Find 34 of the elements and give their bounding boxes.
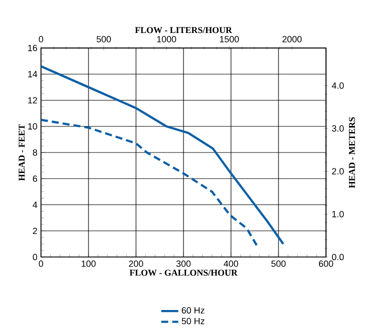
y2-tick-label: 1.0 bbox=[332, 210, 344, 218]
x-tick-label: 400 bbox=[224, 260, 238, 267]
x-tick-label: 500 bbox=[271, 260, 286, 267]
y2-tick-label: 0.0 bbox=[332, 254, 344, 260]
line-series bbox=[41, 65, 284, 246]
y-axis-title: HEAD - FEET bbox=[18, 124, 25, 181]
x2-tick-label: 0 bbox=[38, 36, 44, 42]
y-tick-label: 2 bbox=[32, 228, 38, 234]
x-axis-title: FLOW - GALLONS/HOUR bbox=[130, 270, 238, 276]
y2-axis-title: HEAD - METERS bbox=[348, 117, 355, 188]
y-tick-label: 8 bbox=[32, 149, 38, 156]
y-tick-label: 10 bbox=[28, 123, 38, 130]
x-tick-label: 200 bbox=[128, 260, 144, 267]
y-tick-label: 0 bbox=[32, 254, 38, 260]
x2-tick-label: 1000 bbox=[157, 36, 176, 42]
y-tick-label: 16 bbox=[28, 44, 38, 52]
x-tick-label: 0 bbox=[38, 260, 44, 267]
line-series bbox=[41, 118, 258, 246]
y-tick-label: 4 bbox=[32, 202, 38, 208]
y-tick-label: 6 bbox=[32, 175, 38, 182]
y-tick-label: 14 bbox=[28, 71, 38, 78]
legend-label: 60 Hz bbox=[182, 307, 204, 314]
x2-tick-label: 500 bbox=[96, 36, 111, 42]
x2-tick-label: 1500 bbox=[220, 36, 239, 42]
x-tick-label: 300 bbox=[176, 260, 191, 267]
x2-axis-title: FLOW - LITERS/HOUR bbox=[135, 27, 232, 34]
y-tick-label: 12 bbox=[28, 97, 38, 104]
legend-label: 50 Hz bbox=[182, 318, 204, 324]
y2-tick-label: 2.0 bbox=[332, 168, 344, 174]
x2-tick-label: 2000 bbox=[282, 36, 302, 42]
y2-tick-label: 4.0 bbox=[332, 82, 344, 89]
x-tick-label: 100 bbox=[82, 260, 96, 267]
x-tick-label: 600 bbox=[318, 260, 334, 267]
y2-tick-label: 3.0 bbox=[332, 125, 344, 132]
